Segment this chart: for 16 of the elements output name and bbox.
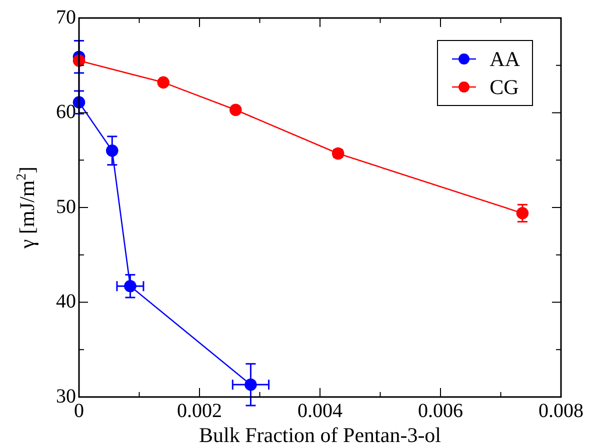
x-tick-label: 0.008 <box>538 400 584 422</box>
x-tick-label: 0.006 <box>418 400 463 422</box>
y-tick-label: 70 <box>56 6 76 28</box>
y-tick-label: 60 <box>56 101 76 123</box>
y-tick-label: 30 <box>56 385 76 408</box>
point <box>230 104 242 116</box>
point <box>157 76 170 89</box>
x-tick-label: 0.002 <box>177 400 222 422</box>
legend-label: AA <box>490 46 520 73</box>
x-axis-title: Bulk Fraction of Pentan-3-ol <box>198 423 442 445</box>
legend-label: CG <box>490 74 519 101</box>
x-tick-label: 0 <box>74 400 84 422</box>
x-tick-label: 0.004 <box>298 400 342 422</box>
y-tick-label: 50 <box>56 196 76 218</box>
y-axis-title: γ [mJ/m2] <box>14 166 39 250</box>
y-tick-label: 40 <box>56 290 76 312</box>
